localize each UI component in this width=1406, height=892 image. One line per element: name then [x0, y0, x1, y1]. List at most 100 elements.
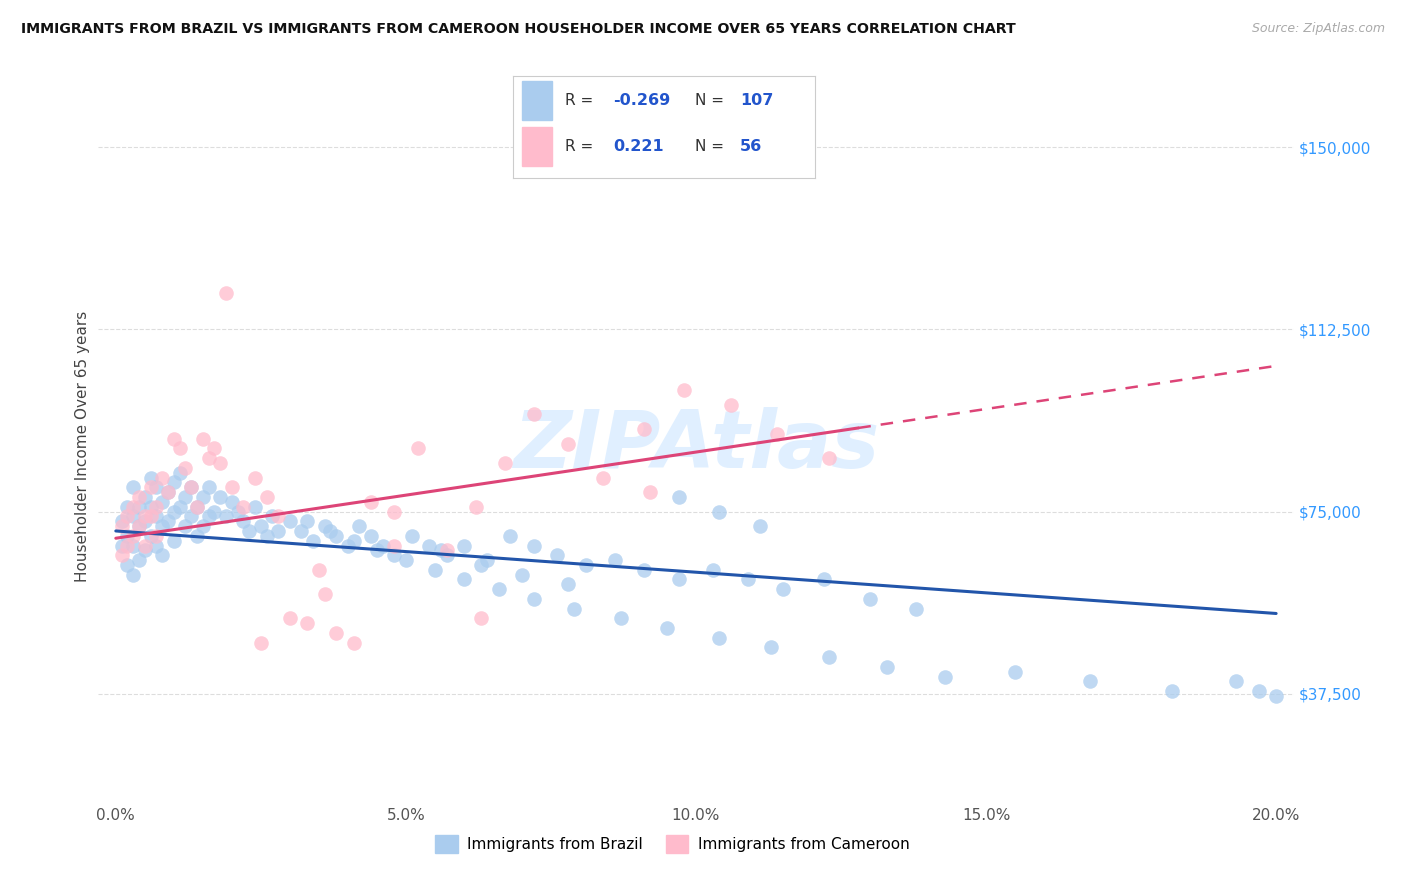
- Point: [232, 500, 254, 514]
- Text: R =: R =: [565, 93, 598, 108]
- Point: [128, 519, 150, 533]
- Point: [702, 563, 724, 577]
- Point: [464, 500, 486, 514]
- Point: [737, 573, 759, 587]
- Point: [302, 533, 325, 548]
- Point: [209, 456, 232, 470]
- Point: [186, 500, 208, 514]
- Point: [436, 548, 458, 562]
- Point: [522, 539, 544, 553]
- Point: [488, 582, 510, 597]
- Point: [748, 519, 770, 533]
- Point: [262, 509, 284, 524]
- Point: [267, 524, 290, 538]
- Point: [169, 466, 191, 480]
- Point: [150, 470, 173, 484]
- Point: [221, 495, 243, 509]
- Point: [546, 548, 568, 562]
- Point: [633, 563, 655, 577]
- Point: [494, 456, 516, 470]
- Point: [562, 601, 585, 615]
- Point: [122, 529, 145, 543]
- Point: [256, 529, 278, 543]
- Point: [122, 539, 145, 553]
- Point: [382, 504, 405, 518]
- Point: [1225, 674, 1247, 689]
- Point: [314, 519, 336, 533]
- Bar: [522, 81, 553, 120]
- Point: [709, 504, 731, 518]
- Point: [297, 514, 319, 528]
- Point: [157, 485, 180, 500]
- Point: [117, 529, 139, 543]
- Point: [204, 442, 226, 456]
- Point: [139, 470, 162, 484]
- Point: [429, 543, 451, 558]
- Point: [250, 635, 273, 649]
- Point: [134, 509, 156, 524]
- Point: [470, 611, 492, 625]
- Point: [813, 573, 835, 587]
- Point: [453, 573, 475, 587]
- Point: [117, 509, 139, 524]
- Point: [1160, 684, 1182, 698]
- Point: [226, 504, 249, 518]
- Point: [163, 475, 186, 490]
- Point: [122, 567, 145, 582]
- Point: [128, 553, 150, 567]
- Point: [360, 495, 382, 509]
- Point: [122, 480, 145, 494]
- Point: [709, 631, 731, 645]
- Point: [174, 519, 197, 533]
- Point: [145, 529, 167, 543]
- Point: [905, 601, 928, 615]
- Point: [720, 398, 742, 412]
- Point: [134, 490, 156, 504]
- Text: IMMIGRANTS FROM BRAZIL VS IMMIGRANTS FROM CAMEROON HOUSEHOLDER INCOME OVER 65 YE: IMMIGRANTS FROM BRAZIL VS IMMIGRANTS FRO…: [21, 22, 1017, 37]
- Text: 107: 107: [740, 93, 773, 108]
- Point: [319, 524, 342, 538]
- Point: [191, 519, 214, 533]
- Point: [366, 543, 388, 558]
- Point: [1247, 684, 1270, 698]
- Point: [174, 460, 197, 475]
- Point: [876, 660, 898, 674]
- Point: [145, 500, 167, 514]
- Point: [1004, 665, 1026, 679]
- Point: [180, 509, 202, 524]
- Point: [139, 500, 162, 514]
- Point: [238, 524, 260, 538]
- Point: [117, 500, 139, 514]
- Point: [256, 490, 278, 504]
- Point: [157, 514, 180, 528]
- Point: [163, 504, 186, 518]
- Point: [290, 524, 312, 538]
- Point: [609, 611, 631, 625]
- Point: [314, 587, 336, 601]
- Text: R =: R =: [565, 139, 598, 154]
- Point: [128, 490, 150, 504]
- Text: N =: N =: [695, 93, 728, 108]
- Point: [859, 591, 882, 606]
- Point: [111, 548, 134, 562]
- Point: [215, 509, 238, 524]
- Point: [243, 470, 266, 484]
- Point: [250, 519, 273, 533]
- Point: [1080, 674, 1102, 689]
- Point: [174, 490, 197, 504]
- Point: [349, 519, 371, 533]
- Point: [134, 539, 156, 553]
- Point: [134, 514, 156, 528]
- Point: [111, 514, 134, 528]
- Point: [382, 548, 405, 562]
- Point: [603, 553, 626, 567]
- Point: [145, 509, 167, 524]
- Point: [111, 539, 134, 553]
- Point: [818, 650, 841, 665]
- Point: [169, 442, 191, 456]
- Point: [336, 539, 359, 553]
- Point: [475, 553, 498, 567]
- Point: [638, 485, 661, 500]
- Point: [325, 626, 347, 640]
- Point: [423, 563, 446, 577]
